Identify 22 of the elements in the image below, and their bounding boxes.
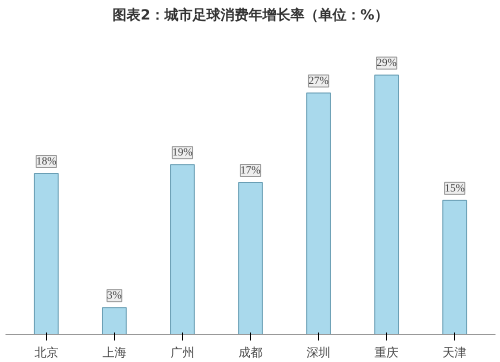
data-label: 29% — [376, 57, 397, 70]
x-tick-label: 北京 — [34, 346, 58, 360]
bar — [34, 173, 59, 334]
x-tick-label: 重庆 — [374, 346, 399, 360]
x-tick-label: 上海 — [102, 346, 126, 360]
data-label: 18% — [36, 156, 56, 168]
bar — [170, 164, 195, 334]
data-label: 15% — [444, 182, 465, 194]
data-label: 27% — [308, 75, 329, 88]
x-tick-label: 深圳 — [306, 346, 331, 360]
chart-title: 图表2：城市足球消费年增长率（单位：%） — [112, 6, 388, 24]
bar — [238, 182, 263, 334]
bar — [442, 200, 468, 334]
bar — [102, 307, 127, 334]
x-tick-label: 成都 — [238, 346, 262, 360]
x-tick-label: 广州 — [170, 346, 194, 360]
data-label: 3% — [107, 290, 122, 302]
bar — [374, 74, 400, 334]
data-label: 19% — [172, 146, 193, 159]
data-label: 17% — [240, 164, 261, 176]
x-tick-label: 天津 — [442, 346, 467, 360]
bar — [306, 92, 331, 334]
